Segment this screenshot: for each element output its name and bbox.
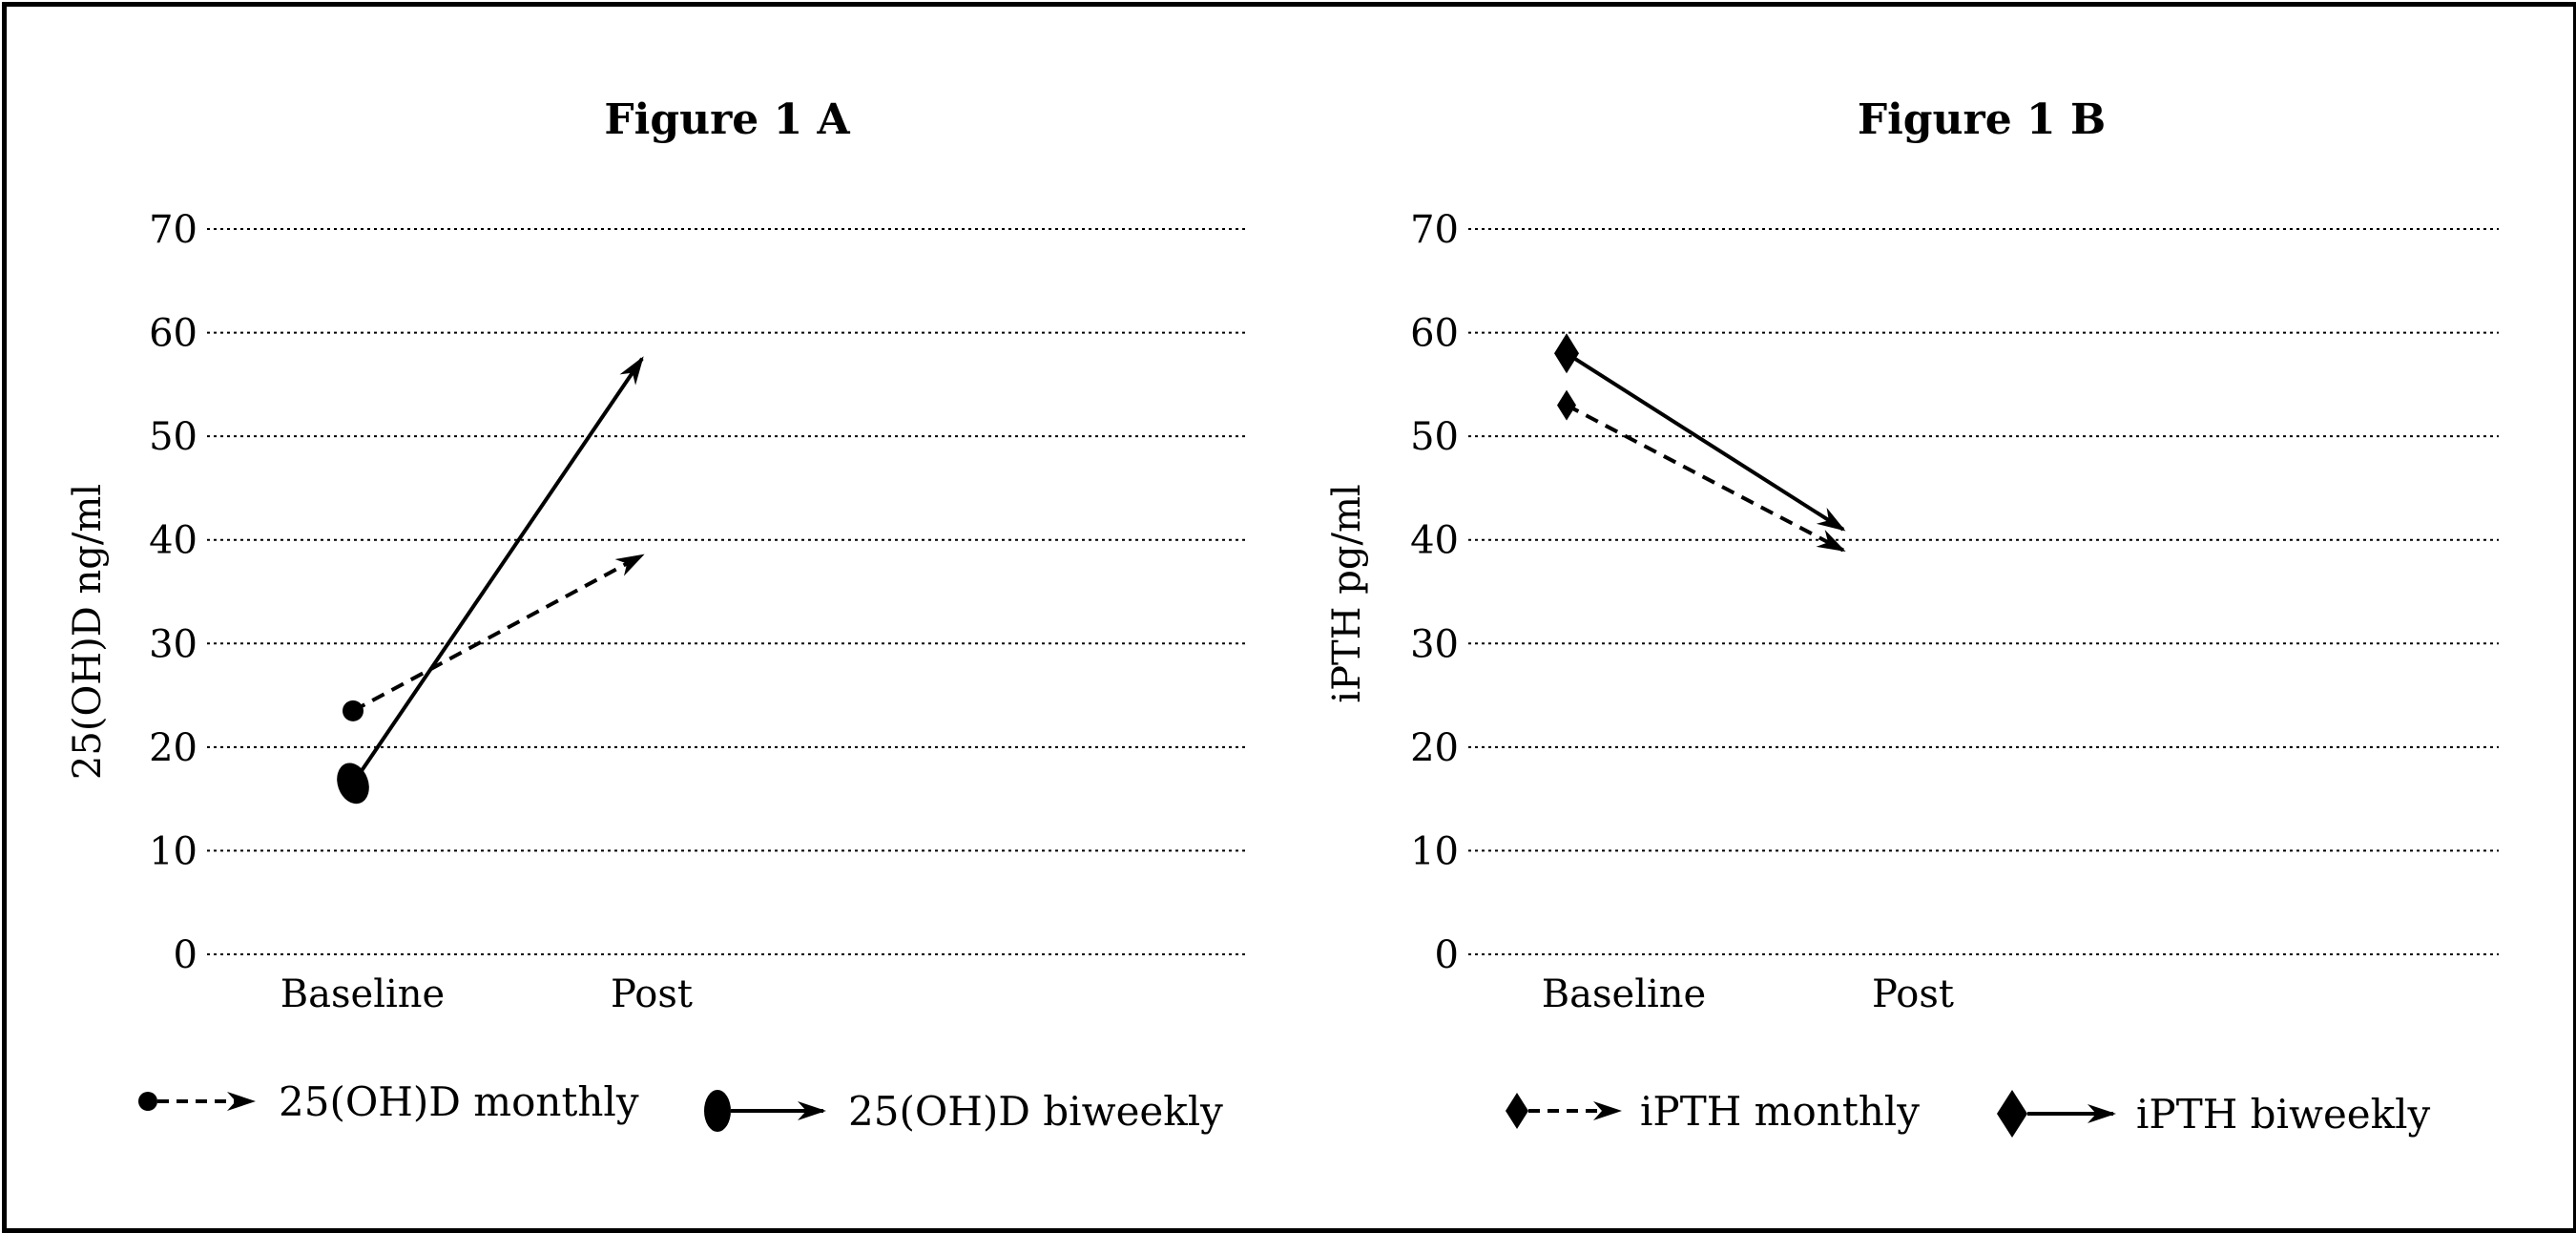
chart-title-a: Figure 1 A: [604, 95, 850, 144]
series-b: [1554, 333, 1846, 553]
y-tick-label: 10: [1410, 829, 1459, 873]
y-axis-label-a: 25(OH)D ng/ml: [66, 484, 110, 780]
y-ticks-a: 0 10 20 30 40 50 60 70: [149, 208, 197, 977]
legend-label-biweekly-b: iPTH biweekly: [2136, 1091, 2431, 1138]
series-a: [337, 356, 645, 805]
legend-marker-monthly-b: [1506, 1093, 1528, 1129]
panel-b: Figure 1 B iPTH pg/ml Baseline Post 0 10 2…: [1325, 95, 2499, 1138]
x-tick-baseline-a: Baseline: [280, 972, 445, 1016]
legend-marker-monthly-a: [138, 1092, 157, 1111]
series-line-biweekly: [1565, 351, 1846, 532]
y-tick-label: 30: [149, 622, 197, 666]
x-tick-post-b: Post: [1872, 972, 1954, 1016]
gridlines-a: [207, 228, 1245, 955]
legend-a: 25(OH)D monthly 25(OH)D biweekly: [138, 1078, 1223, 1135]
legend-label-monthly-b: iPTH monthly: [1640, 1088, 1920, 1135]
legend-label-monthly-a: 25(OH)D monthly: [279, 1078, 639, 1125]
y-tick-label: 50: [149, 415, 197, 459]
series-line-monthly: [352, 554, 645, 713]
y-tick-label: 40: [149, 519, 197, 563]
y-tick-label: 10: [149, 829, 197, 873]
y-tick-label: 30: [1410, 622, 1459, 666]
x-tick-post-a: Post: [611, 972, 693, 1016]
y-axis-label-b: iPTH pg/ml: [1325, 484, 1369, 702]
legend-marker-biweekly-b: [1997, 1090, 2027, 1138]
y-tick-label: 0: [174, 933, 197, 977]
x-tick-baseline-b: Baseline: [1542, 972, 1706, 1016]
legend-b: iPTH monthly iPTH biweekly: [1506, 1088, 2431, 1138]
legend-label-biweekly-a: 25(OH)D biweekly: [848, 1088, 1223, 1135]
series-line-monthly: [1566, 403, 1846, 553]
y-tick-label: 40: [1410, 519, 1459, 563]
y-tick-label: 20: [1410, 726, 1459, 770]
gridlines-b: [1468, 228, 2499, 955]
y-tick-label: 60: [1410, 312, 1459, 356]
panel-a: Figure 1 A 25(OH)D ng/ml Baseline Post 0…: [66, 95, 1245, 1135]
y-tick-label: 60: [149, 312, 197, 356]
y-tick-label: 0: [1435, 933, 1459, 977]
y-tick-label: 70: [1410, 208, 1459, 252]
data-point-baseline-monthly: [343, 700, 364, 721]
y-tick-label: 70: [149, 208, 197, 252]
chart-title-b: Figure 1 B: [1858, 95, 2106, 144]
y-tick-label: 50: [1410, 415, 1459, 459]
figure-svg: Figure 1 A 25(OH)D ng/ml Baseline Post 0…: [66, 95, 2499, 1138]
y-ticks-b: 0 10 20 30 40 50 60 70: [1410, 208, 1459, 977]
series-line-biweekly: [351, 356, 644, 784]
y-tick-label: 20: [149, 726, 197, 770]
data-point-baseline-biweekly: [1554, 333, 1579, 374]
data-point-baseline-biweekly: [337, 763, 369, 805]
legend-marker-biweekly-a: [704, 1090, 731, 1132]
data-point-baseline-monthly: [1557, 389, 1576, 421]
